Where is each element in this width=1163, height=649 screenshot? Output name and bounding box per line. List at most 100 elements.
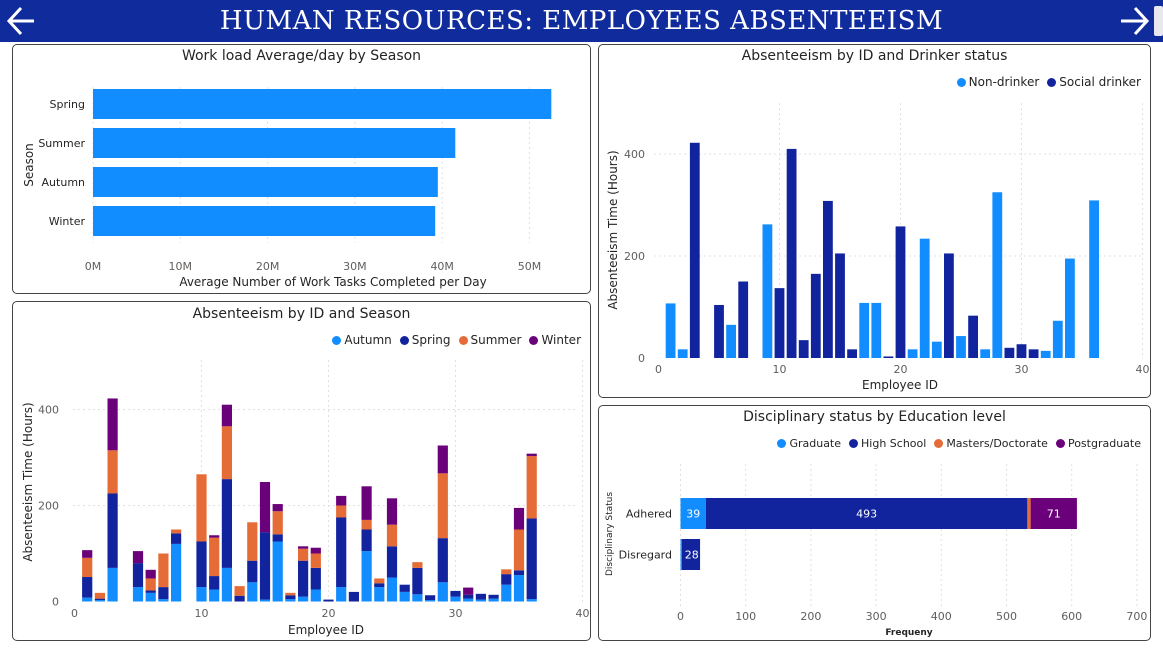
- legend-item[interactable]: Masters/Doctorate: [934, 437, 1048, 450]
- bar-segment: [437, 445, 448, 474]
- bar-segment: [298, 546, 309, 549]
- legend-item[interactable]: Postgraduate: [1055, 437, 1141, 450]
- bar-segment: [463, 594, 474, 599]
- bar-segment: [501, 574, 512, 585]
- season-chart-panel[interactable]: Absenteeism by ID and Season Autumn Sprin…: [12, 301, 591, 641]
- bar-segment: [513, 570, 525, 576]
- bar: [895, 226, 906, 358]
- bar-segment: [425, 595, 436, 601]
- bar: [956, 336, 966, 358]
- bar-segment: [82, 557, 93, 578]
- bar-segment: [310, 547, 321, 554]
- bar-segment: [221, 567, 232, 602]
- bar-segment: [107, 493, 118, 568]
- x-tick-label: 40M: [430, 260, 454, 273]
- bar: [665, 303, 676, 358]
- bar-segment: [412, 594, 423, 602]
- bar: [677, 349, 688, 358]
- bar: [992, 192, 1003, 358]
- bar-segment: [680, 539, 682, 570]
- x-tick-label: 100: [735, 610, 756, 623]
- bar-segment: [310, 553, 321, 568]
- y-tick-label: Autumn: [42, 176, 85, 189]
- x-tick-label: 40: [576, 607, 590, 620]
- bar-segment: [196, 587, 207, 602]
- bar-segment: [386, 524, 398, 547]
- legend-item[interactable]: Social drinker: [1047, 75, 1141, 89]
- bar-segment: [82, 550, 93, 558]
- bar: [1052, 320, 1063, 358]
- bar-segment: [234, 595, 245, 602]
- bar: [1089, 200, 1099, 358]
- bar-segment: [526, 518, 537, 600]
- legend-swatch: [458, 336, 468, 345]
- bar: [774, 288, 785, 358]
- x-tick-label: 400: [931, 610, 952, 623]
- bar-segment: [171, 543, 182, 602]
- bar-segment: [247, 560, 258, 583]
- chart-legend: Autumn Spring Summer Winter: [324, 333, 581, 347]
- y-tick-label: Adhered: [626, 508, 672, 521]
- bar-segment: [463, 587, 474, 595]
- scrollbar-thumb[interactable]: [1154, 6, 1163, 36]
- x-tick-label: 30: [449, 607, 463, 620]
- bar-segment: [247, 522, 258, 561]
- bar-segment: [1030, 498, 1077, 529]
- data-label: 71: [1047, 508, 1061, 521]
- legend-item[interactable]: Summer: [458, 333, 521, 347]
- x-tick-label: 10: [195, 607, 209, 620]
- legend-swatch: [777, 439, 787, 448]
- bar-segment: [374, 578, 385, 584]
- bar-segment: [488, 598, 499, 602]
- arrow-right-icon: [1121, 6, 1150, 36]
- y-axis-label: Season: [22, 143, 36, 187]
- bar: [93, 128, 456, 158]
- bar: [1028, 349, 1039, 358]
- x-tick-label: 20: [322, 607, 336, 620]
- bar: [883, 356, 894, 358]
- legend-item[interactable]: Spring: [399, 333, 451, 347]
- data-label: 493: [856, 508, 877, 521]
- bar-segment: [526, 599, 537, 602]
- bar-segment: [259, 599, 271, 602]
- bar: [726, 324, 736, 358]
- bar: [944, 253, 954, 358]
- bar-segment: [247, 582, 258, 602]
- x-axis-label: Employee ID: [288, 623, 364, 637]
- y-axis-label: Absenteeism Time (Hours): [606, 150, 620, 309]
- x-tick-label: 700: [1126, 610, 1147, 623]
- legend-item[interactable]: Graduate: [777, 437, 841, 450]
- legend-swatch: [399, 336, 409, 345]
- bar-segment: [437, 582, 448, 602]
- legend-item[interactable]: Winter: [529, 333, 581, 347]
- bar-segment: [196, 541, 207, 588]
- bar: [907, 349, 918, 358]
- bar-segment: [94, 598, 105, 601]
- bar-segment: [412, 567, 423, 595]
- bar-segment: [171, 529, 182, 534]
- workload-chart-panel[interactable]: Work load Average/day by Season 0M 10M 20M…: [12, 44, 591, 294]
- drinker-chart-panel[interactable]: Absenteeism by ID and Drinker status Non…: [598, 44, 1151, 398]
- bar-segment: [221, 479, 232, 568]
- bar: [847, 349, 857, 358]
- legend-label: Graduate: [789, 437, 842, 450]
- legend-item[interactable]: Non-drinker: [956, 75, 1039, 89]
- discipline-chart-panel[interactable]: Disciplinary status by Education level G…: [598, 405, 1151, 641]
- bar: [931, 341, 942, 358]
- back-button[interactable]: [4, 4, 38, 38]
- forward-button[interactable]: [1118, 4, 1152, 38]
- chart-legend: Graduate High School Masters/Doctorate Post…: [769, 437, 1141, 450]
- bar-segment: [132, 551, 144, 564]
- legend-item[interactable]: Autumn: [332, 333, 392, 347]
- bar-segment: [158, 587, 169, 600]
- bar-segment: [285, 592, 296, 596]
- bar-segment: [361, 519, 372, 530]
- bar-segment: [336, 517, 347, 588]
- bar-segment: [221, 404, 232, 427]
- y-tick-label: 400: [38, 404, 59, 417]
- bar-segment: [107, 398, 118, 451]
- legend-item[interactable]: High School: [849, 437, 926, 450]
- bar-segment: [145, 578, 156, 591]
- bar-segment: [272, 511, 283, 535]
- y-tick-label: 0: [638, 352, 645, 365]
